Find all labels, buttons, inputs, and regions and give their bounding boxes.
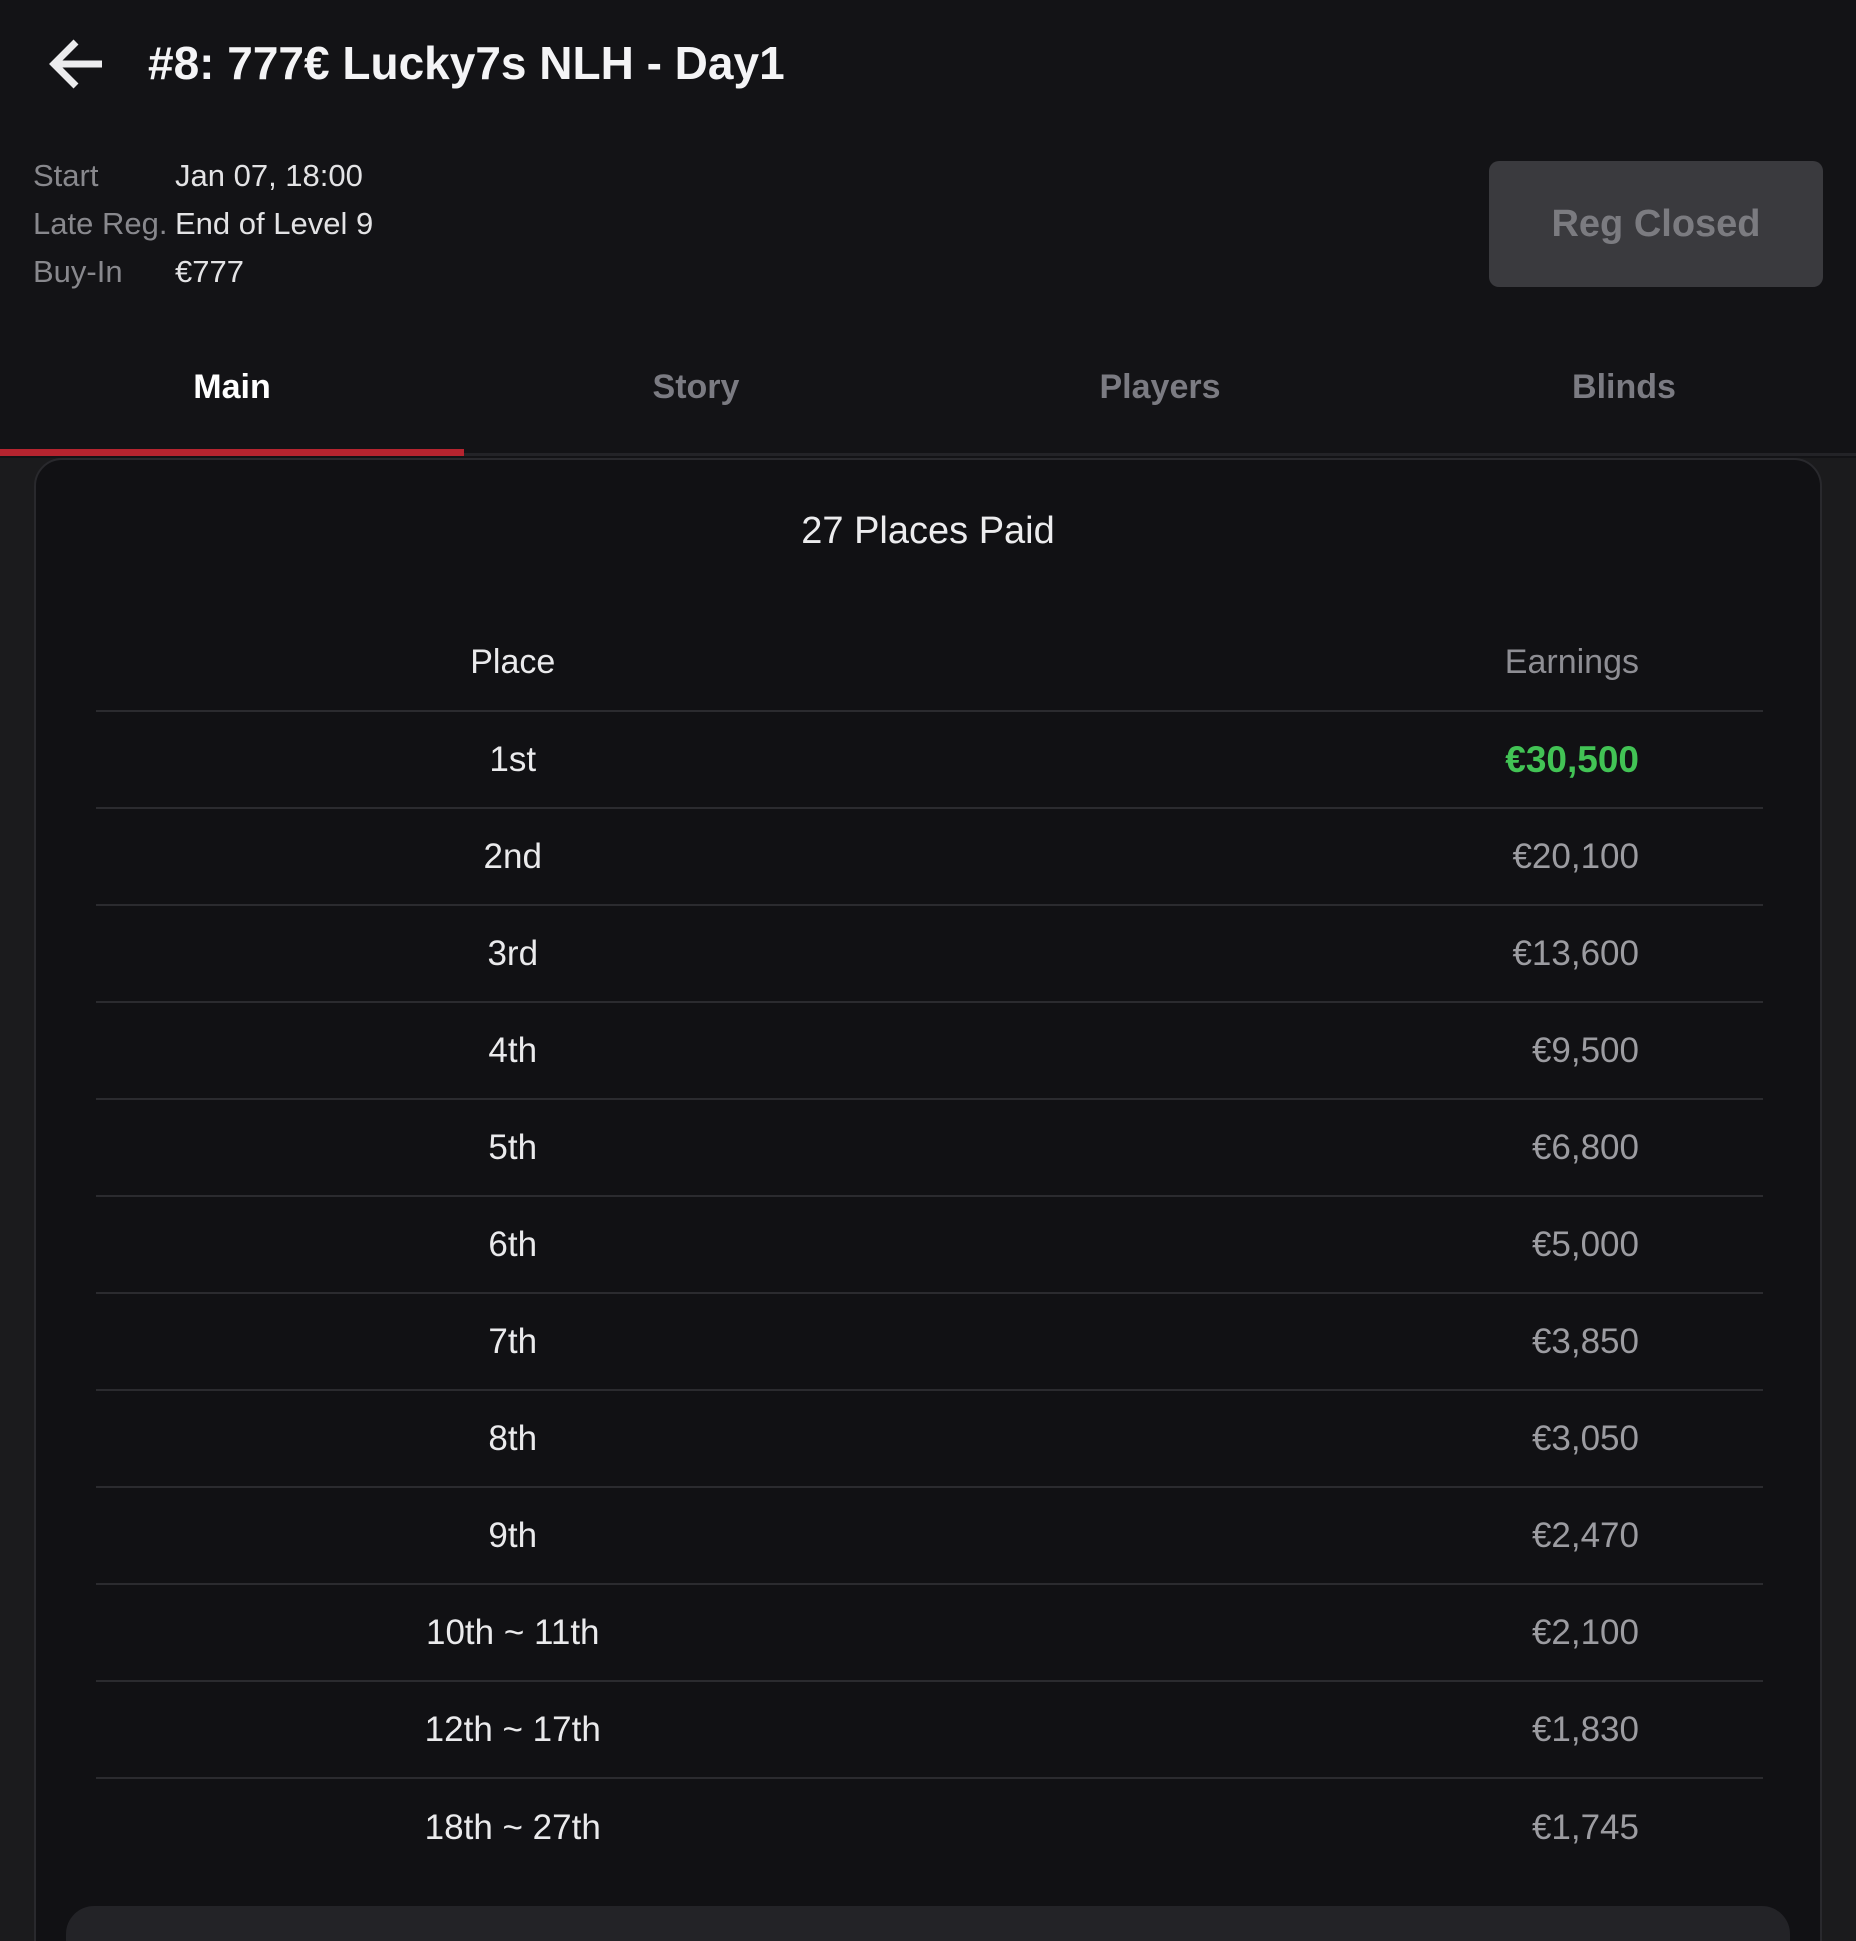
earnings-cell: €2,100 [1531, 1612, 1639, 1652]
table-row: 7th €3,850 [96, 1294, 1763, 1391]
info-label-late-reg: Late Reg. [33, 206, 168, 241]
earnings-cell: €1,745 [1531, 1807, 1639, 1847]
table-row: 10th ~ 11th €2,100 [96, 1585, 1763, 1682]
payouts-title: 27 Places Paid [801, 510, 1055, 552]
info-row-late-reg: Late Reg. End of Level 9 [33, 200, 373, 248]
table-header-row: Place Earnings [96, 615, 1763, 712]
earnings-cell: €30,500 [1505, 738, 1639, 780]
bottom-sheet[interactable] [66, 1906, 1790, 1941]
info-value-buy-in: €777 [175, 254, 244, 289]
place-cell: 3rd [487, 933, 539, 973]
info-label-buy-in: Buy-In [33, 254, 123, 289]
content-area: 27 Places Paid Place Earnings 1st €30,50… [0, 458, 1856, 1941]
earnings-cell: €5,000 [1531, 1224, 1639, 1264]
info-label-start: Start [33, 158, 99, 193]
place-cell: 8th [488, 1418, 538, 1458]
earnings-cell: €2,470 [1531, 1515, 1639, 1555]
place-cell: 9th [488, 1515, 538, 1555]
back-arrow-icon [46, 37, 106, 94]
place-cell: 12th ~ 17th [424, 1709, 601, 1749]
table-row: 18th ~ 27th €1,745 [96, 1779, 1763, 1876]
earnings-cell: €20,100 [1512, 836, 1639, 876]
tab-players[interactable]: Players [1099, 367, 1221, 406]
payout-table: Place Earnings 1st €30,500 2nd €20,100 3… [96, 615, 1763, 1876]
info-value-late-reg: End of Level 9 [175, 206, 374, 241]
tournament-info: Start Jan 07, 18:00 Late Reg. End of Lev… [33, 152, 373, 296]
earnings-cell: €3,050 [1531, 1418, 1639, 1458]
column-header-place: Place [470, 643, 556, 681]
info-value-start: Jan 07, 18:00 [175, 158, 363, 193]
earnings-cell: €13,600 [1512, 933, 1639, 973]
tab-blinds[interactable]: Blinds [1572, 367, 1676, 406]
tab-main[interactable]: Main [0, 321, 464, 456]
header: #8: 777€ Lucky7s NLH - Day1 Start Jan 07… [0, 0, 1856, 321]
earnings-cell: €3,850 [1531, 1321, 1639, 1361]
table-row: 1st €30,500 [96, 712, 1763, 809]
payout-table-body: 1st €30,500 2nd €20,100 3rd €13,600 4th … [96, 712, 1763, 1876]
place-cell: 1st [489, 739, 537, 779]
tab-bar: Main Story Players Blinds [0, 321, 1856, 456]
table-row: 4th €9,500 [96, 1003, 1763, 1100]
table-row: 12th ~ 17th €1,830 [96, 1682, 1763, 1779]
table-row: 3rd €13,600 [96, 906, 1763, 1003]
place-cell: 7th [488, 1321, 538, 1361]
place-cell: 5th [488, 1127, 538, 1167]
earnings-cell: €1,830 [1531, 1709, 1639, 1749]
place-cell: 6th [488, 1224, 538, 1264]
table-row: 6th €5,000 [96, 1197, 1763, 1294]
earnings-cell: €6,800 [1531, 1127, 1639, 1167]
table-row: 2nd €20,100 [96, 809, 1763, 906]
tab-story[interactable]: Story [652, 367, 740, 406]
table-row: 8th €3,050 [96, 1391, 1763, 1488]
info-row-buy-in: Buy-In €777 [33, 248, 373, 296]
payouts-card: 27 Places Paid Place Earnings 1st €30,50… [34, 458, 1822, 1941]
place-cell: 10th ~ 11th [425, 1612, 600, 1652]
reg-closed-button[interactable]: Reg Closed [1489, 161, 1823, 287]
place-cell: 2nd [483, 836, 542, 876]
table-row: 5th €6,800 [96, 1100, 1763, 1197]
earnings-cell: €9,500 [1531, 1030, 1639, 1070]
info-row-start: Start Jan 07, 18:00 [33, 152, 373, 200]
place-cell: 4th [488, 1030, 538, 1070]
table-row: 9th €2,470 [96, 1488, 1763, 1585]
place-cell: 18th ~ 27th [424, 1807, 601, 1847]
back-button[interactable] [40, 33, 112, 97]
column-header-earnings: Earnings [1504, 643, 1639, 681]
page-title: #8: 777€ Lucky7s NLH - Day1 [148, 36, 785, 89]
